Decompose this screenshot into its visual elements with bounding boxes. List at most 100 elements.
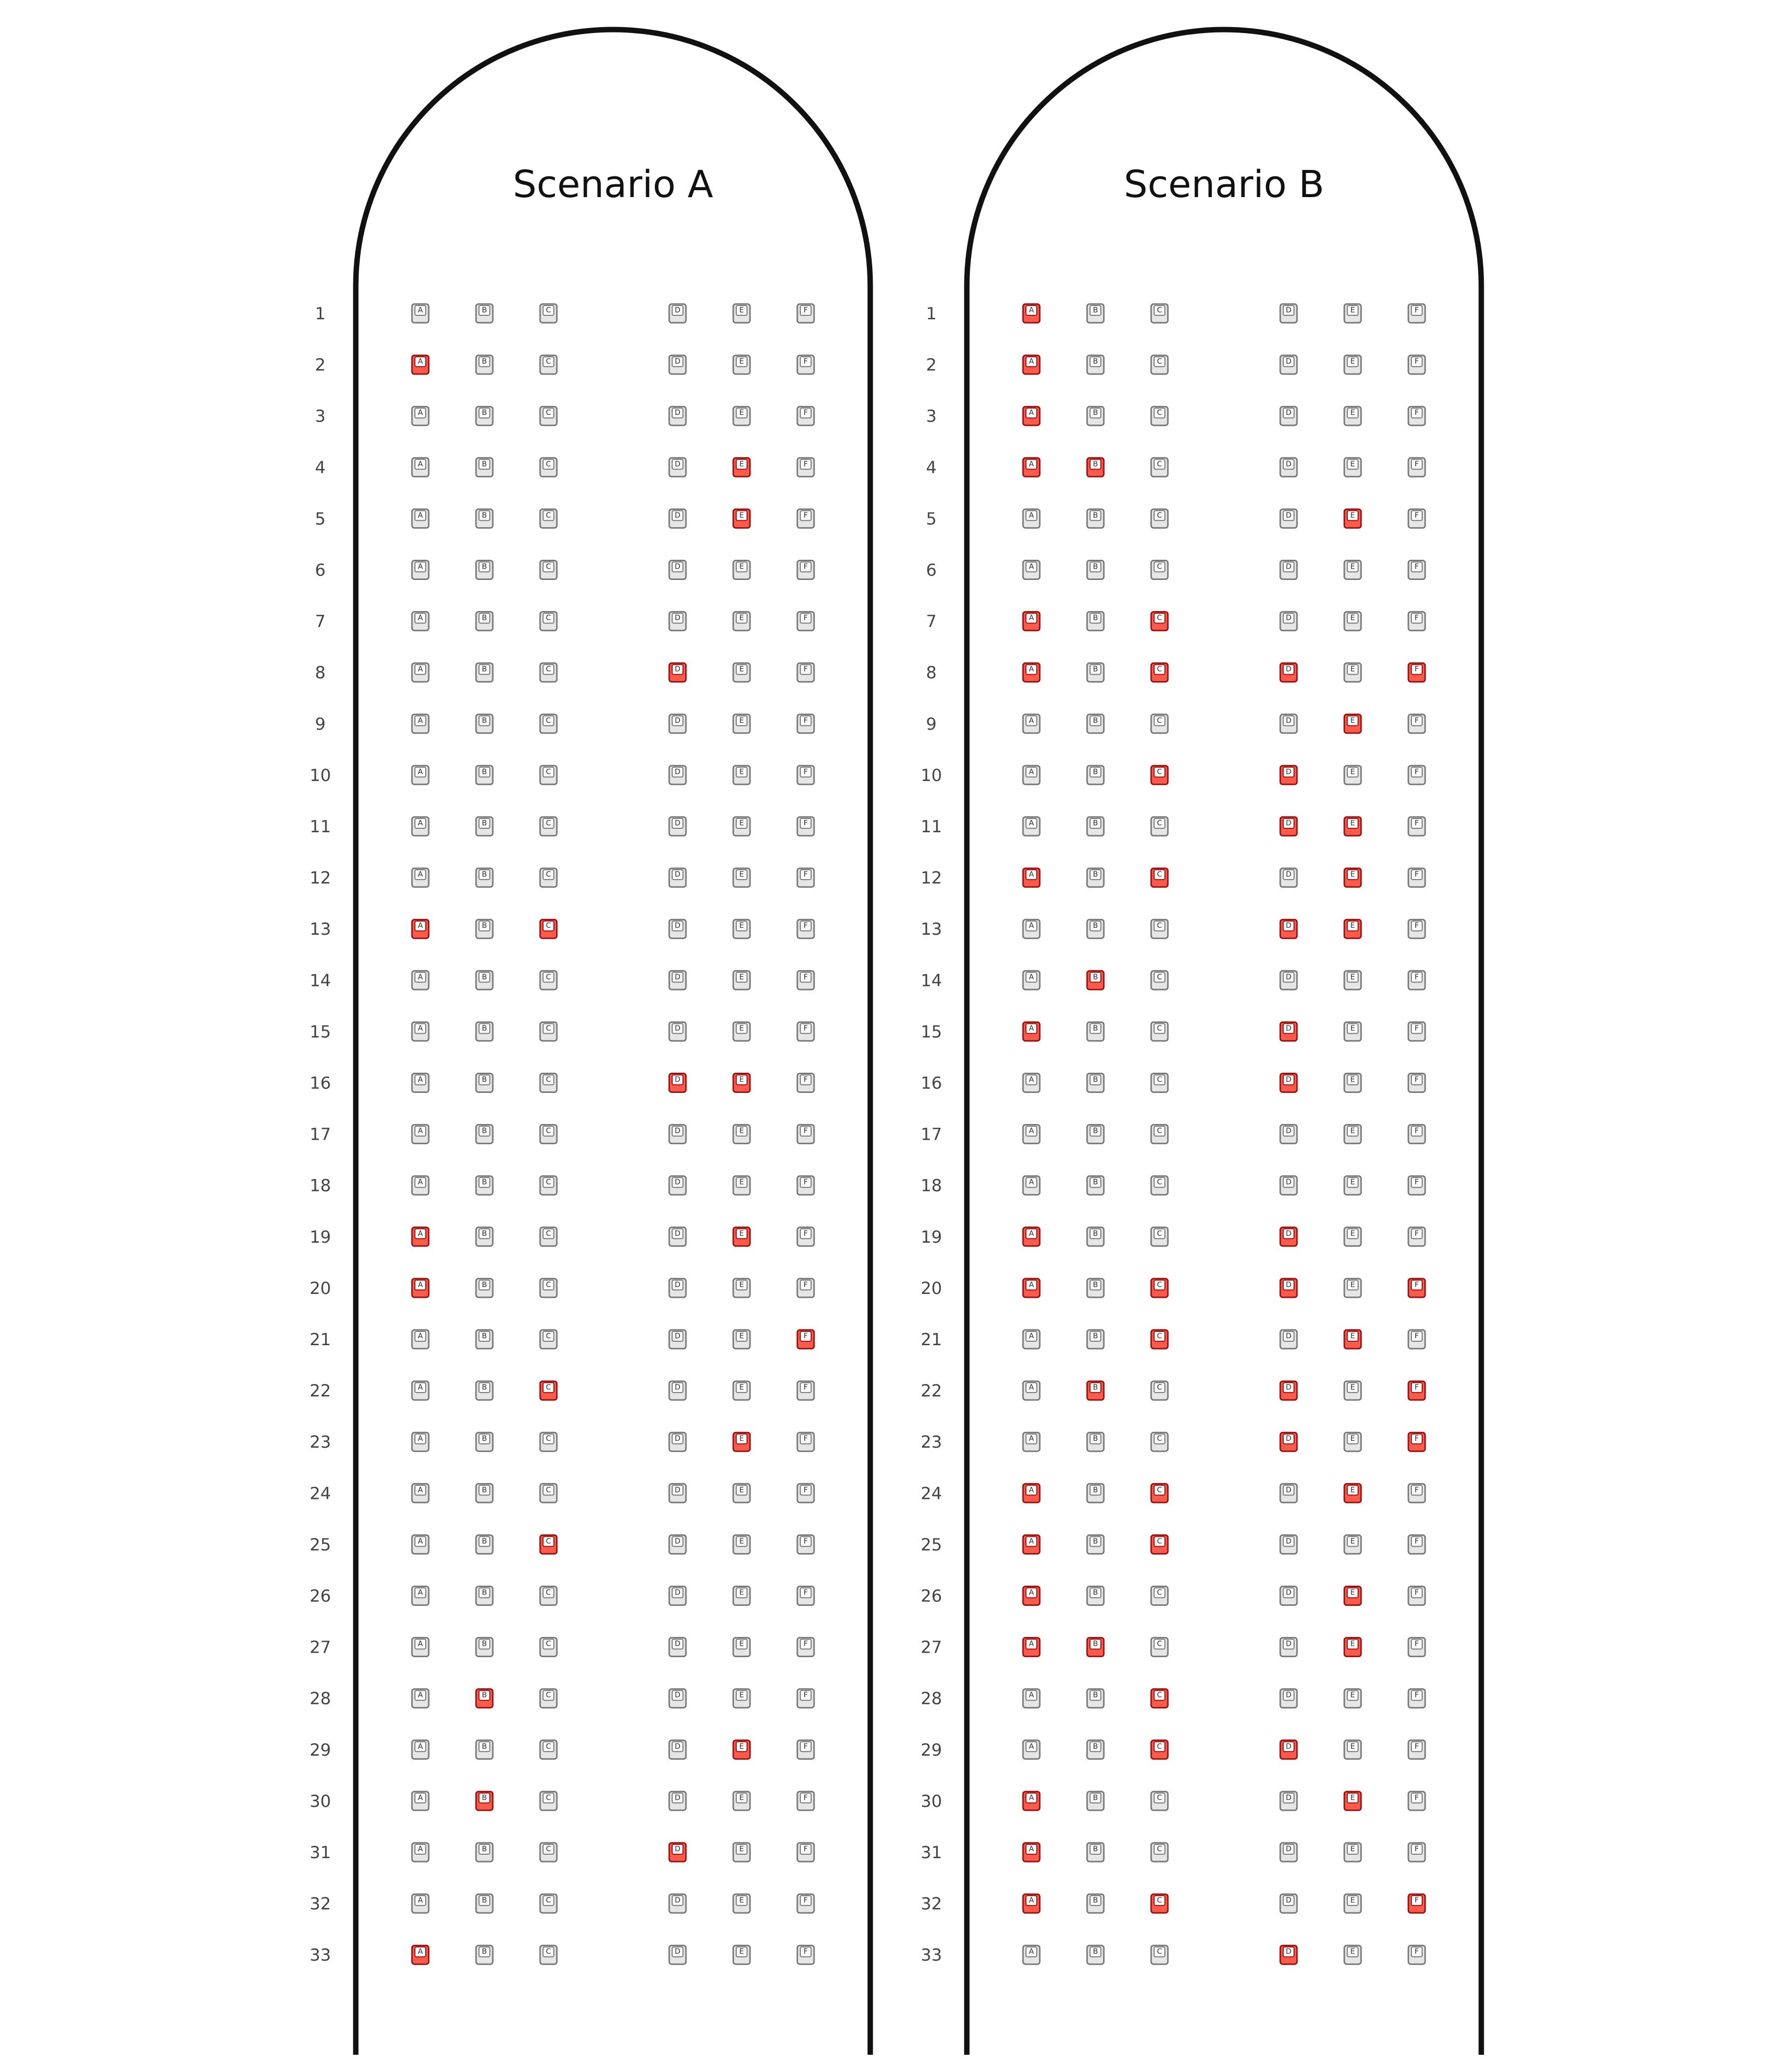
- seat-back: [1411, 1741, 1423, 1752]
- seat-free: F: [796, 713, 815, 734]
- seat-free: E: [1343, 457, 1362, 477]
- seat-letter: C: [1157, 306, 1162, 314]
- seat-free: A: [1022, 816, 1041, 837]
- seat-free: C: [1150, 457, 1169, 477]
- row-number: 7: [315, 612, 326, 632]
- seat-back: [478, 1433, 490, 1445]
- seat-letter: F: [804, 1023, 808, 1032]
- seat-letter: D: [1286, 1844, 1292, 1853]
- seat-free: C: [1150, 1637, 1169, 1658]
- seat-free: F: [796, 508, 815, 529]
- seat-free: A: [1022, 508, 1041, 529]
- seat-free: F: [1407, 1688, 1426, 1709]
- seat-free: D: [1279, 1893, 1298, 1914]
- seat-free: A: [1022, 560, 1041, 580]
- seat-back: [800, 1587, 812, 1598]
- seat-back: [1411, 766, 1423, 778]
- seat-letter: C: [546, 1947, 551, 1956]
- seat-letter: D: [675, 613, 681, 622]
- seat-free: D: [1279, 1534, 1298, 1555]
- seat-letter: C: [546, 1691, 551, 1699]
- seat-letter: D: [675, 972, 681, 981]
- seat-occupied: A: [1022, 611, 1041, 632]
- seat-back: [478, 1485, 490, 1496]
- seat-back: [1025, 1587, 1037, 1598]
- seat-letter: A: [418, 818, 423, 827]
- seat-free: A: [411, 1534, 430, 1555]
- seat-back: [736, 1228, 748, 1239]
- seat-free: E: [1343, 611, 1362, 632]
- row-number: 29: [921, 1740, 942, 1760]
- seat-letter: B: [482, 1023, 487, 1032]
- seat-letter: F: [1415, 306, 1419, 314]
- seat-letter: E: [739, 1588, 744, 1597]
- seat-letter: E: [1350, 1178, 1355, 1187]
- seat-free: D: [668, 970, 687, 990]
- seat-back: [543, 1125, 554, 1137]
- seat-letter: D: [675, 1126, 681, 1135]
- seat-back: [672, 920, 683, 932]
- seat-back: [1154, 1844, 1165, 1855]
- seat-occupied: B: [1086, 457, 1105, 477]
- seat-back: [1411, 1228, 1423, 1239]
- seat-back: [672, 612, 683, 624]
- seat-free: C: [1150, 1380, 1169, 1401]
- seat-back: [543, 715, 554, 726]
- seat-free: E: [732, 713, 751, 734]
- seat-letter: F: [1415, 357, 1419, 366]
- seat-letter: D: [675, 1947, 681, 1956]
- seat-back: [736, 1587, 748, 1598]
- seat-letter: A: [418, 1793, 423, 1802]
- seat-occupied: B: [1086, 1637, 1105, 1658]
- seat-back: [543, 1638, 554, 1650]
- seat-back: [1154, 612, 1165, 624]
- seat-occupied: A: [1022, 1483, 1041, 1503]
- seat-free: C: [539, 1329, 558, 1350]
- seat-letter: A: [418, 357, 423, 366]
- seat-free: D: [668, 1124, 687, 1145]
- seat-back: [478, 920, 490, 932]
- seat-back: [1283, 305, 1295, 316]
- seat-free: B: [475, 918, 494, 939]
- seat-letter: D: [1286, 1331, 1292, 1340]
- seat-back: [1347, 1844, 1359, 1855]
- seat-occupied: E: [1343, 1483, 1362, 1503]
- seat-back: [414, 510, 426, 521]
- seat-letter: F: [1415, 613, 1419, 622]
- seat-occupied: A: [1022, 1534, 1041, 1555]
- seat-back: [800, 1485, 812, 1496]
- seat-letter: D: [1286, 1639, 1292, 1648]
- seat-back: [1025, 305, 1037, 316]
- row-number: 4: [315, 458, 326, 477]
- seat-back: [414, 715, 426, 726]
- seat-back: [1090, 869, 1101, 881]
- seat-letter: F: [804, 1229, 808, 1238]
- seat-free: B: [475, 1021, 494, 1042]
- seat-back: [1347, 1690, 1359, 1701]
- seat-back: [1347, 1177, 1359, 1188]
- seat-letter: D: [1286, 1536, 1292, 1545]
- seat-letter: D: [675, 818, 681, 827]
- seat-letter: D: [1286, 767, 1292, 776]
- seat-free: B: [1086, 918, 1105, 939]
- seat-free: E: [1343, 1431, 1362, 1452]
- seat-free: D: [668, 303, 687, 324]
- row-number: 3: [315, 407, 326, 426]
- seat-back: [1347, 818, 1359, 829]
- seat-free: B: [1086, 1073, 1105, 1093]
- seat-letter: E: [1350, 1742, 1355, 1751]
- seat-letter: A: [1029, 1229, 1034, 1238]
- seat-free: A: [411, 1431, 430, 1452]
- seat-occupied: D: [668, 1073, 687, 1093]
- seat-letter: D: [675, 1896, 681, 1904]
- seat-free: F: [796, 867, 815, 888]
- seat-free: F: [796, 1739, 815, 1760]
- row-number: 32: [921, 1894, 942, 1914]
- seat-letter: A: [1029, 1075, 1034, 1084]
- seat-free: D: [1279, 1586, 1298, 1606]
- seat-free: C: [539, 611, 558, 632]
- seat-letter: F: [1415, 1947, 1419, 1956]
- seat-free: F: [796, 1278, 815, 1298]
- seat-free: D: [668, 508, 687, 529]
